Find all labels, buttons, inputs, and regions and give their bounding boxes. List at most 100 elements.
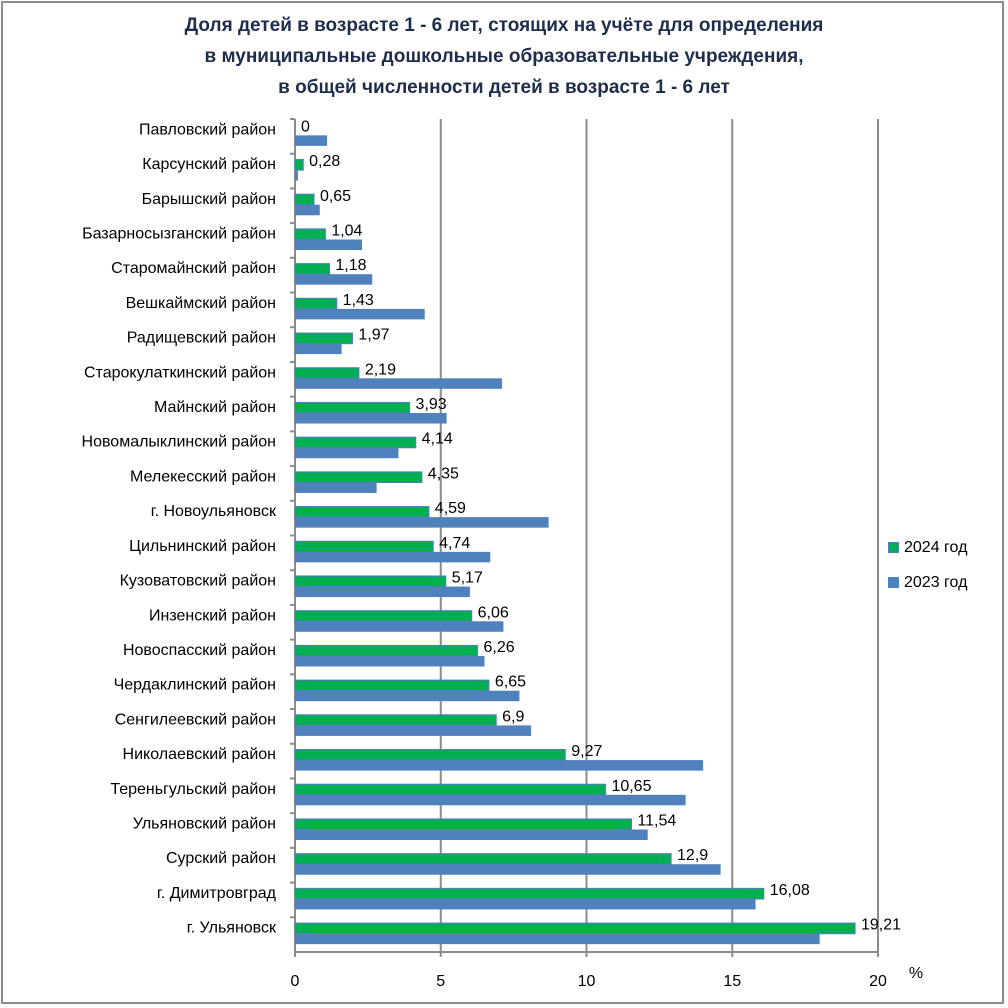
category-label: Базарносызганский район — [82, 225, 276, 242]
data-label-2024: 6,65 — [495, 674, 526, 691]
data-label-2024: 4,59 — [435, 500, 466, 517]
category-label: Сурский район — [166, 850, 276, 867]
data-label-2024: 2,19 — [365, 361, 396, 378]
data-label-2024: 0,65 — [320, 188, 351, 205]
x-axis-label: % — [909, 965, 923, 982]
bar-2023 — [295, 308, 425, 320]
bar-2023 — [295, 898, 756, 910]
bar-2023 — [295, 829, 648, 841]
bar-2024 — [294, 436, 417, 449]
legend-item-2023: 2023 год — [888, 565, 967, 600]
category-label: г. Новоульяновск — [151, 503, 277, 520]
category-label: Цильнинский район — [129, 538, 276, 555]
data-label-2024: 19,21 — [861, 917, 901, 934]
x-tick-label: 15 — [723, 973, 741, 990]
bar-2024 — [294, 471, 423, 484]
bar-2024 — [294, 818, 632, 831]
bar-2024 — [294, 644, 479, 657]
bar-2023 — [295, 517, 549, 528]
legend-item-2024: 2024 год — [888, 530, 967, 565]
category-label: Старомайнский район — [111, 260, 276, 277]
x-tick-label: 0 — [291, 973, 300, 990]
data-label-2024: 3,93 — [416, 396, 447, 413]
category-label: г. Димитровград — [157, 885, 277, 902]
category-label: Старокулаткинский район — [84, 364, 276, 381]
bar-2024 — [294, 749, 566, 761]
category-label: Кузоватовский район — [120, 573, 276, 590]
data-label-2024: 10,65 — [611, 778, 651, 795]
legend-swatch-2023 — [888, 577, 899, 588]
bar-2023 — [295, 864, 721, 875]
data-label-2024: 6,06 — [478, 604, 509, 621]
bar-2023 — [295, 621, 504, 632]
bar-2024 — [294, 714, 497, 726]
bar-2024 — [294, 887, 765, 900]
bar-2023 — [295, 725, 532, 736]
bar-2024 — [294, 506, 430, 518]
data-label-2024: 1,18 — [335, 257, 366, 274]
data-label-2024: 0,28 — [309, 153, 340, 170]
bar-2024 — [294, 297, 338, 310]
bar-2023 — [295, 933, 820, 945]
legend-label-2024: 2024 год — [904, 538, 968, 556]
category-label: Карсунский район — [142, 156, 276, 173]
x-tick-label: 5 — [436, 973, 445, 990]
bar-2023 — [295, 690, 520, 702]
category-label: Новоспасский район — [123, 642, 276, 659]
bar-2023 — [295, 274, 373, 285]
data-label-2024: 1,43 — [343, 292, 374, 309]
data-label-2024: 4,14 — [422, 431, 453, 448]
x-tick-label: 20 — [869, 973, 887, 990]
data-label-2024: 12,9 — [677, 847, 708, 864]
bar-2023 — [295, 760, 704, 771]
legend-label-2023: 2023 год — [904, 573, 968, 591]
bar-2024 — [294, 367, 360, 379]
data-label-2024: 11,54 — [637, 813, 676, 830]
bar-2024 — [294, 401, 411, 414]
bar-2023 — [295, 586, 470, 598]
chart-title: Доля детей в возрасте 1 - 6 лет, стоящих… — [0, 10, 1008, 103]
category-label: Чердаклинский район — [114, 677, 276, 694]
category-label: Сенгилеевский район — [115, 711, 276, 728]
bar-2024 — [294, 679, 490, 692]
bar-2024 — [294, 263, 330, 275]
bar-2024 — [294, 540, 434, 553]
bar-2024 — [294, 193, 315, 206]
category-label: Ульяновский район — [133, 816, 276, 833]
data-label-2024: 16,08 — [770, 882, 810, 899]
data-label-2024: 1,97 — [358, 327, 389, 344]
bar-2023 — [295, 170, 298, 181]
bar-2024 — [294, 853, 672, 865]
category-label: Новомалыклинский район — [82, 434, 276, 451]
bar-2024 — [294, 575, 447, 588]
bar-2023 — [295, 794, 686, 806]
bar-2024 — [294, 158, 304, 171]
bar-2023 — [295, 413, 447, 424]
legend: 2024 год 2023 год — [888, 530, 967, 600]
x-tick-label: 10 — [578, 973, 596, 990]
data-label-2024: 4,74 — [439, 535, 470, 552]
category-label: Барышский район — [142, 191, 276, 208]
bar-2023 — [295, 204, 320, 216]
bar-2023 — [295, 343, 342, 355]
data-label-2024: 0 — [301, 118, 310, 135]
bar-2023 — [295, 447, 399, 459]
bar-2024 — [294, 332, 354, 345]
category-label: Инзенский район — [149, 607, 276, 624]
data-label-2024: 1,04 — [331, 222, 362, 239]
bar-2023 — [295, 239, 363, 250]
bar-2024 — [294, 783, 607, 796]
category-label: Майнский район — [154, 399, 276, 416]
category-label: г. Ульяновск — [187, 920, 277, 937]
bar-2023 — [295, 551, 491, 563]
data-label-2024: 5,17 — [452, 570, 483, 587]
bar-2023 — [295, 655, 485, 667]
data-label-2024: 6,26 — [483, 639, 514, 656]
category-label: Николаевский район — [123, 746, 276, 763]
bar-2024 — [294, 228, 326, 241]
data-label-2024: 9,27 — [571, 743, 602, 760]
category-label: Мелекесский район — [130, 468, 276, 485]
bar-2023 — [295, 135, 328, 146]
category-label: Вешкаймский район — [126, 295, 276, 312]
